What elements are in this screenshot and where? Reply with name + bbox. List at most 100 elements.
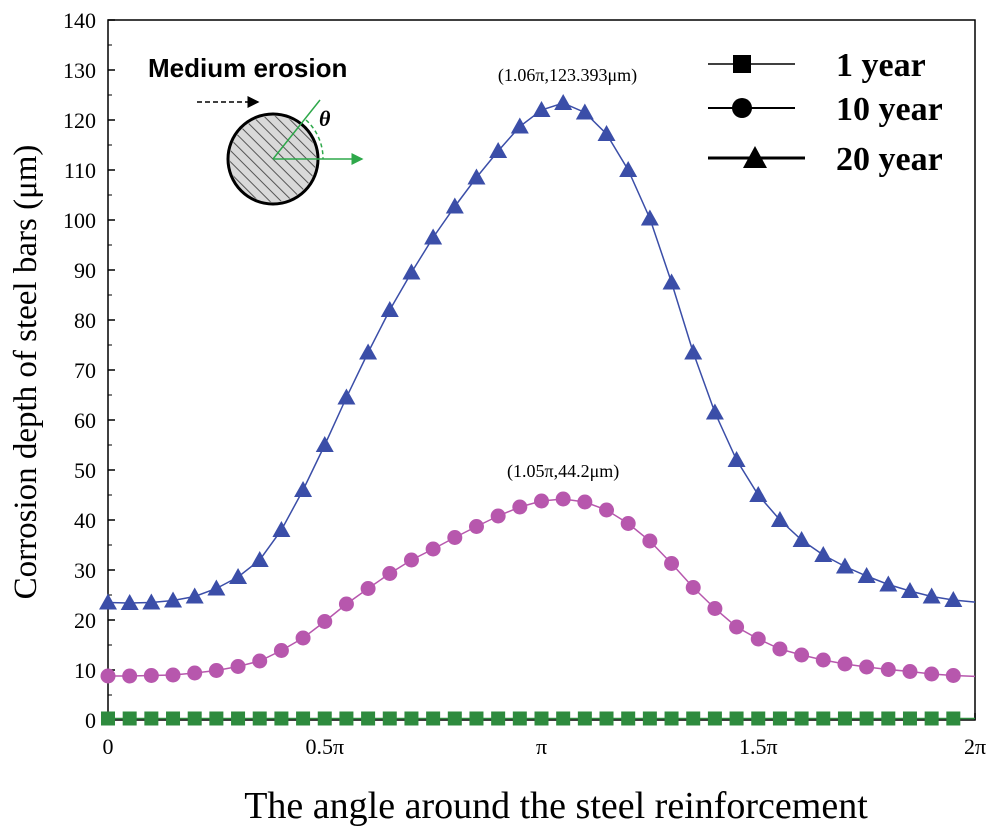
data-point xyxy=(924,666,940,682)
data-point xyxy=(469,711,484,726)
data-point xyxy=(208,663,224,678)
data-point xyxy=(729,711,744,726)
data-point xyxy=(187,711,202,726)
data-point xyxy=(707,711,722,726)
data-point xyxy=(317,711,332,726)
data-point xyxy=(534,711,549,726)
y-tick-label: 40 xyxy=(74,508,96,533)
data-point xyxy=(166,711,181,726)
theta-symbol: θ xyxy=(319,106,331,131)
data-point xyxy=(252,653,268,669)
data-point xyxy=(859,659,875,675)
data-point xyxy=(339,711,354,726)
data-point xyxy=(337,388,356,405)
inset-title: Medium erosion xyxy=(148,53,347,83)
data-point xyxy=(143,668,159,683)
y-tick-label: 100 xyxy=(63,208,96,233)
data-point xyxy=(727,451,746,467)
series-1-year xyxy=(101,711,975,726)
series-layer xyxy=(99,94,976,726)
series-line-10-year xyxy=(108,498,976,678)
data-point xyxy=(922,587,941,604)
data-point xyxy=(467,168,486,185)
data-point xyxy=(403,552,419,568)
data-point xyxy=(946,711,961,726)
data-point xyxy=(142,593,161,610)
data-point xyxy=(857,567,876,583)
data-point xyxy=(424,228,443,245)
data-point xyxy=(445,197,464,214)
x-tick-label: 2π xyxy=(964,734,986,759)
y-tick-label: 110 xyxy=(64,158,96,183)
data-point xyxy=(207,579,226,596)
data-point xyxy=(900,582,919,598)
data-point xyxy=(686,711,701,726)
data-point xyxy=(837,711,852,726)
data-point xyxy=(360,581,376,596)
data-point xyxy=(315,436,334,452)
data-point xyxy=(490,508,506,524)
data-point xyxy=(100,668,116,684)
data-point xyxy=(101,711,115,726)
data-point xyxy=(924,711,939,726)
data-point xyxy=(902,711,917,726)
y-tick-label: 90 xyxy=(74,258,96,283)
data-point xyxy=(425,541,441,557)
data-point xyxy=(359,343,378,360)
data-point xyxy=(426,711,441,726)
data-point xyxy=(274,711,289,726)
data-point xyxy=(577,711,592,726)
legend: 1 year 10 year 20 year xyxy=(708,47,943,178)
data-point xyxy=(382,566,398,581)
data-point xyxy=(619,161,638,177)
peak-annotation-20-year: (1.06π,123.393μm) xyxy=(498,65,637,86)
data-point xyxy=(231,711,246,726)
data-point xyxy=(317,614,333,629)
data-point xyxy=(447,711,462,726)
data-point xyxy=(707,601,723,616)
legend-item-20-year: 20 year xyxy=(708,141,943,178)
data-point xyxy=(599,502,615,518)
data-point xyxy=(555,491,571,507)
data-point xyxy=(685,580,701,595)
data-point xyxy=(621,711,636,726)
data-point xyxy=(489,142,508,158)
data-point xyxy=(380,301,399,317)
data-point xyxy=(532,101,551,117)
y-tick-label: 130 xyxy=(63,58,96,83)
data-point xyxy=(122,668,138,684)
data-point xyxy=(815,652,831,668)
legend-marker-square xyxy=(733,55,751,73)
data-point xyxy=(684,343,703,360)
data-point xyxy=(770,511,789,527)
data-point xyxy=(944,591,963,607)
data-point xyxy=(230,659,246,674)
data-point xyxy=(447,530,463,545)
data-point xyxy=(187,665,203,681)
data-point xyxy=(164,591,183,608)
inset-diagram: Medium erosion θ xyxy=(148,53,364,206)
data-point xyxy=(859,711,874,726)
data-point xyxy=(144,711,159,726)
data-point xyxy=(402,263,421,280)
legend-label-1-year: 1 year xyxy=(836,47,926,84)
data-point xyxy=(468,519,484,534)
data-point xyxy=(837,656,853,672)
data-point xyxy=(295,630,311,646)
data-point xyxy=(664,556,680,571)
series-20-year xyxy=(99,94,976,610)
data-point xyxy=(272,521,291,537)
y-axis: 0 10 20 30 40 50 60 70 80 90 100 110 120 130 140 xyxy=(63,8,115,733)
data-point xyxy=(99,593,117,610)
data-point xyxy=(120,594,139,610)
data-point xyxy=(816,711,831,726)
data-point xyxy=(792,531,811,547)
data-point xyxy=(879,575,898,592)
peak-annotation-10-year: (1.05π,44.2μm) xyxy=(507,461,619,482)
data-point xyxy=(404,711,419,726)
y-tick-label: 50 xyxy=(74,458,96,483)
data-point xyxy=(794,647,810,663)
data-point xyxy=(209,711,224,726)
data-point xyxy=(662,273,681,290)
